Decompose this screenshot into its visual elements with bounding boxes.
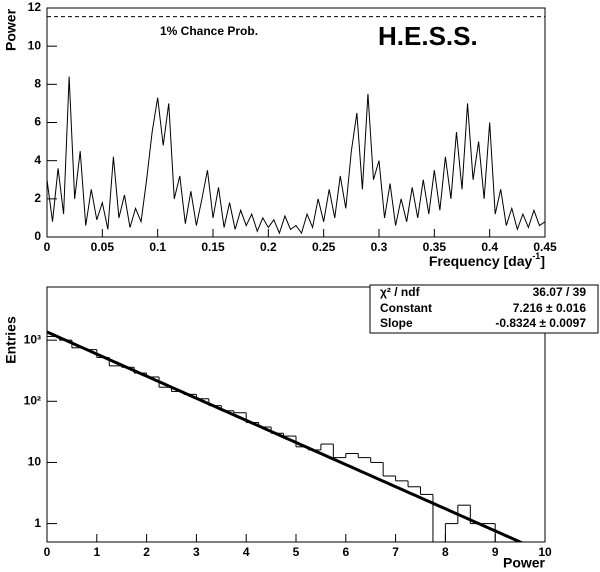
y-axis-label: Entries (3, 316, 19, 364)
x-tick-label: 0.45 (533, 240, 557, 254)
stat-name: χ² / ndf (380, 285, 421, 299)
x-tick-label: 3 (193, 545, 200, 559)
x-tick-label: 0.25 (312, 240, 336, 254)
x-tick-label: 0.3 (371, 240, 388, 254)
x-tick-label: 6 (342, 545, 349, 559)
y-tick-label: 10 (28, 38, 42, 52)
x-tick-label: 5 (293, 545, 300, 559)
x-tick-label: 0.1 (149, 240, 166, 254)
x-tick-label: 0 (44, 240, 51, 254)
stat-name: Constant (380, 301, 432, 315)
x-axis-label: Frequency [day-1] (429, 251, 545, 268)
y-tick-label: 6 (34, 115, 41, 129)
power-line (46, 76, 546, 235)
fit-line (47, 330, 524, 542)
y-tick-label: 0 (34, 229, 41, 243)
y-tick-label: 1 (34, 516, 41, 530)
stats-box (369, 284, 599, 334)
x-axis-label-sup: -1 (532, 251, 540, 261)
x-tick-label: 4 (243, 545, 250, 559)
x-axis-label: Power (503, 555, 546, 571)
y-tick-label: 10 (28, 455, 42, 469)
x-tick-label: 0.15 (201, 240, 225, 254)
stat-value: -0.8324 ± 0.0097 (495, 316, 586, 330)
x-axis-label-end: ] (540, 253, 545, 269)
x-tick-label: 0.2 (260, 240, 277, 254)
annotation: 1% Chance Prob. (160, 24, 258, 38)
y-tick-label: 2 (34, 191, 41, 205)
y-axis-label: Power (3, 8, 19, 51)
stat-name: Slope (380, 316, 413, 330)
y-tick-label: 4 (34, 153, 41, 167)
y-tick-label: 10² (24, 393, 41, 407)
stat-value: 36.07 / 39 (533, 285, 587, 299)
fit-group (47, 330, 524, 542)
x-axis-label-text: Frequency [day (429, 253, 533, 269)
x-tick-label: 0 (44, 545, 51, 559)
stat-value: 7.216 ± 0.016 (513, 301, 587, 315)
y-tick-label: 12 (28, 0, 42, 14)
x-tick-label: 2 (143, 545, 150, 559)
y-tick-label: 8 (34, 77, 41, 91)
x-tick-label: 1 (93, 545, 100, 559)
x-tick-label: 0.05 (91, 240, 115, 254)
x-tick-label: 9 (492, 545, 499, 559)
x-tick-label: 0.35 (423, 240, 447, 254)
x-tick-label: 0.4 (481, 240, 498, 254)
chart-title: H.E.S.S. (378, 21, 478, 51)
y-tick-label: 10³ (24, 332, 41, 346)
x-tick-label: 8 (442, 545, 449, 559)
x-tick-label: 7 (392, 545, 399, 559)
x-tick-label: 10 (538, 545, 552, 559)
